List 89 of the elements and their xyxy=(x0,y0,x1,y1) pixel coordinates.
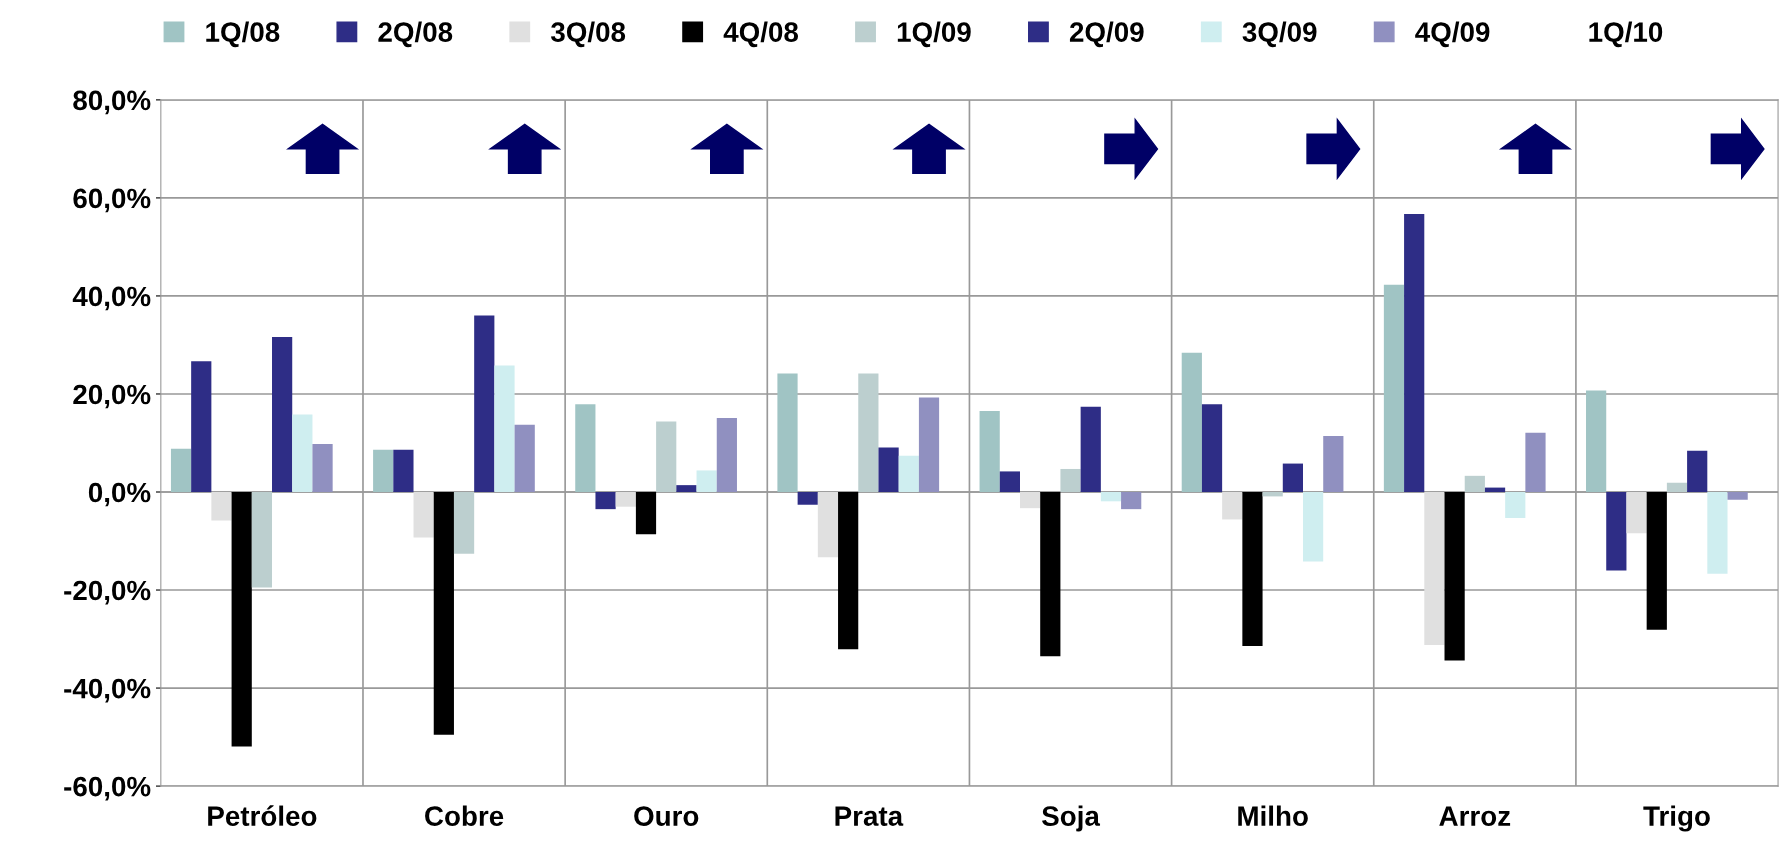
y-tick-label: 0,0% xyxy=(88,482,151,507)
legend-label: 4Q/08 xyxy=(723,21,799,48)
legend-label: 3Q/08 xyxy=(550,21,626,48)
bar xyxy=(312,443,333,492)
bar xyxy=(1080,406,1101,492)
bar xyxy=(1222,492,1243,520)
x-tick-label: Arroz xyxy=(1439,806,1511,826)
bar xyxy=(1424,492,1445,645)
bar xyxy=(595,492,616,510)
bar xyxy=(898,455,919,492)
bar xyxy=(231,492,252,747)
text: 1Q/10 xyxy=(1589,21,1663,48)
bar xyxy=(1687,450,1708,492)
bar xyxy=(1606,492,1627,571)
bar xyxy=(251,492,273,588)
x-tick-label: Trigo xyxy=(1643,805,1710,832)
bar xyxy=(272,337,293,492)
bar xyxy=(1586,390,1607,492)
bar xyxy=(1444,492,1465,661)
bar xyxy=(696,470,717,492)
y-tick-label: 80,0% xyxy=(73,90,151,115)
bar xyxy=(858,373,879,492)
bar xyxy=(1121,492,1142,510)
bar xyxy=(1626,492,1647,534)
bar xyxy=(1201,404,1223,492)
bar xyxy=(1040,492,1061,657)
bar xyxy=(1323,436,1344,492)
bar xyxy=(777,373,798,492)
bar xyxy=(453,492,475,554)
bar xyxy=(474,315,495,492)
bar xyxy=(1505,492,1526,518)
legend-label: 4Q/09 xyxy=(1415,21,1490,48)
bar xyxy=(433,492,454,735)
bar xyxy=(1262,492,1283,497)
bar xyxy=(1484,487,1506,492)
bar xyxy=(1646,492,1667,630)
bar xyxy=(676,485,697,492)
bar xyxy=(1707,492,1728,574)
bar xyxy=(918,397,940,492)
legend-label: 3Q/09 xyxy=(1242,21,1317,48)
bar xyxy=(393,449,414,492)
bar xyxy=(1060,468,1081,492)
x-tick-label: Petróleo xyxy=(208,805,317,826)
bar xyxy=(635,492,657,535)
bar xyxy=(1282,463,1303,492)
x-tick-label: Soja xyxy=(1041,805,1101,832)
bar xyxy=(170,448,192,492)
bar xyxy=(1404,214,1425,492)
bar xyxy=(999,471,1020,492)
bar xyxy=(413,492,434,538)
bar xyxy=(615,492,636,507)
bar xyxy=(292,414,313,492)
bar xyxy=(191,361,212,492)
y-tick-label: -40,0% xyxy=(64,678,151,703)
bar xyxy=(1464,475,1485,492)
y-tick-label: -60,0% xyxy=(64,776,151,801)
bar xyxy=(1727,492,1748,500)
y-tick-label: 20,0% xyxy=(73,384,151,409)
bar xyxy=(838,492,859,650)
y-tick-label: 40,0% xyxy=(72,286,151,311)
legend-label: 1Q/09 xyxy=(897,21,971,48)
legend-label: 2Q/08 xyxy=(378,21,453,48)
legend-label: 2Q/09 xyxy=(1069,21,1144,48)
bar xyxy=(1242,492,1263,646)
y-tick-label: 60,0% xyxy=(73,188,151,213)
bar xyxy=(1666,482,1688,492)
bar xyxy=(1100,492,1122,502)
bar xyxy=(979,411,1000,492)
bar xyxy=(1383,284,1405,492)
x-tick-label: Ouro xyxy=(634,806,699,826)
bar xyxy=(575,404,596,492)
x-tick-label: Cobre xyxy=(425,805,504,826)
x-tick-label: Prata xyxy=(835,806,904,826)
bar xyxy=(373,449,394,492)
bar xyxy=(211,492,232,521)
bar xyxy=(1525,432,1546,492)
bar xyxy=(817,492,839,558)
bar xyxy=(514,424,535,492)
bar xyxy=(1019,492,1041,509)
bar xyxy=(797,492,818,505)
bar xyxy=(716,417,737,492)
bar xyxy=(1303,492,1324,562)
bar xyxy=(1181,352,1202,492)
bar xyxy=(656,421,677,492)
y-tick-label: -20,0% xyxy=(64,580,151,605)
x-tick-label: Milho xyxy=(1238,805,1308,826)
legend-label: 1Q/08 xyxy=(206,21,280,48)
bar xyxy=(494,365,515,492)
bar xyxy=(878,447,899,492)
